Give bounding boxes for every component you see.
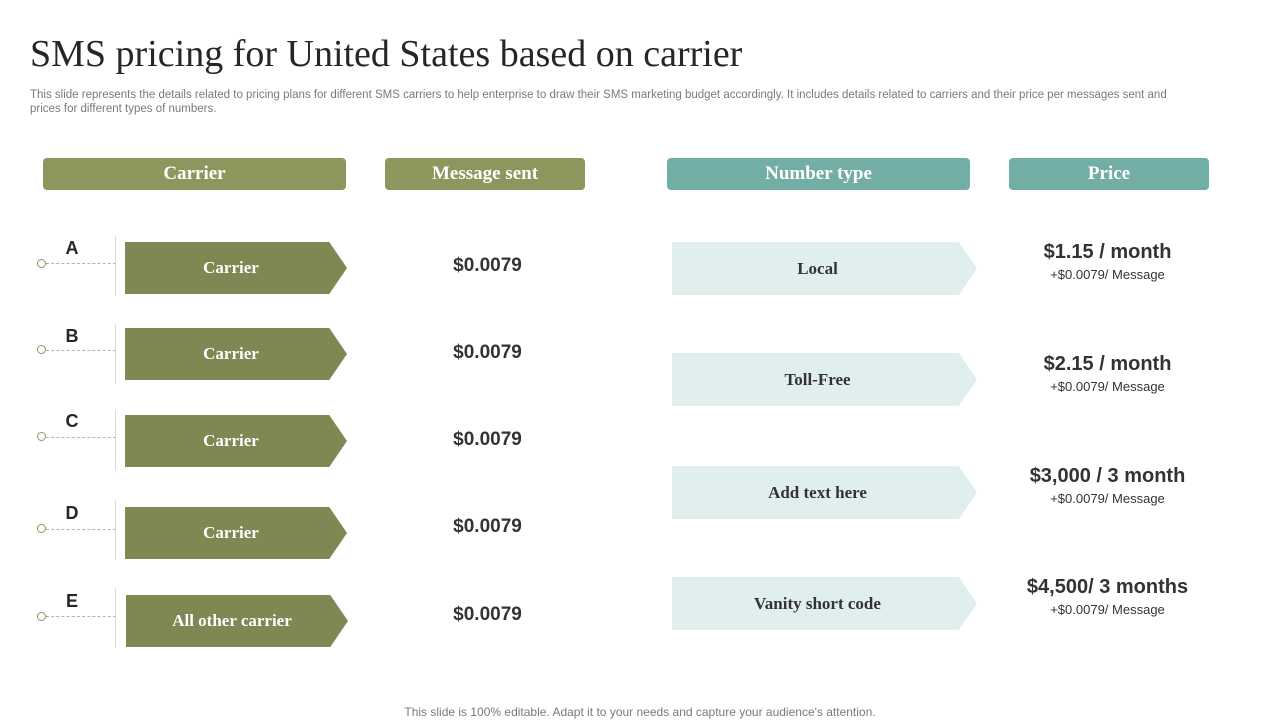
timeline-dot xyxy=(37,612,46,621)
connector-line xyxy=(46,350,116,351)
header-price: Price xyxy=(1009,158,1209,190)
connector-line xyxy=(46,263,116,264)
row-letter: A xyxy=(65,238,79,258)
connector-line xyxy=(46,529,116,530)
price-per-message: +$0.0079/ Message xyxy=(1050,491,1165,506)
message-price: $0.0079 xyxy=(453,342,522,363)
price-value: $2.15 / month xyxy=(1043,353,1172,375)
connector-line xyxy=(46,616,116,617)
header-carrier: Carrier xyxy=(43,158,346,190)
carrier-arrow: All other carrier xyxy=(126,595,348,647)
header-message-sent: Message sent xyxy=(385,158,585,190)
timeline-dot xyxy=(37,345,46,354)
timeline-dot xyxy=(37,524,46,533)
number-type-arrow: Vanity short code xyxy=(672,577,977,630)
timeline-dot xyxy=(37,259,46,268)
footer-note: This slide is 100% editable. Adapt it to… xyxy=(404,705,876,719)
carrier-arrow: Carrier xyxy=(125,415,347,467)
price-value: $1.15 / month xyxy=(1043,241,1172,263)
message-price: $0.0079 xyxy=(453,255,522,276)
timeline-dot xyxy=(37,432,46,441)
row-letter: B xyxy=(65,326,79,346)
number-type-arrow: Add text here xyxy=(672,466,977,519)
price-per-message: +$0.0079/ Message xyxy=(1050,267,1165,282)
price-block: $3,000 / 3 month +$0.0079/ Message xyxy=(1005,464,1210,506)
price-block: $4,500/ 3 months +$0.0079/ Message xyxy=(1005,575,1210,617)
price-value: $4,500/ 3 months xyxy=(1026,576,1189,598)
carrier-arrow: Carrier xyxy=(125,328,347,380)
message-price: $0.0079 xyxy=(453,429,522,450)
carrier-arrow: Carrier xyxy=(125,507,347,559)
number-type-arrow: Local xyxy=(672,242,977,295)
page-subtitle: This slide represents the details relate… xyxy=(30,89,1167,115)
message-price: $0.0079 xyxy=(453,516,522,537)
number-type-arrow: Toll-Free xyxy=(672,353,977,406)
divider xyxy=(115,588,116,648)
price-block: $2.15 / month +$0.0079/ Message xyxy=(1005,352,1210,394)
divider xyxy=(115,324,116,384)
header-number-type: Number type xyxy=(667,158,970,190)
price-per-message: +$0.0079/ Message xyxy=(1050,379,1165,394)
row-letter: C xyxy=(65,411,79,431)
divider xyxy=(115,500,116,560)
divider xyxy=(115,236,116,296)
message-price: $0.0079 xyxy=(453,604,522,625)
page-title: SMS pricing for United States based on c… xyxy=(30,33,743,75)
price-block: $1.15 / month +$0.0079/ Message xyxy=(1005,240,1210,282)
carrier-arrow: Carrier xyxy=(125,242,347,294)
row-letter: E xyxy=(65,591,78,611)
row-letter: D xyxy=(65,503,79,523)
price-per-message: +$0.0079/ Message xyxy=(1050,602,1165,617)
divider xyxy=(115,410,116,470)
connector-line xyxy=(46,437,116,438)
price-value: $3,000 / 3 month xyxy=(1029,465,1186,487)
